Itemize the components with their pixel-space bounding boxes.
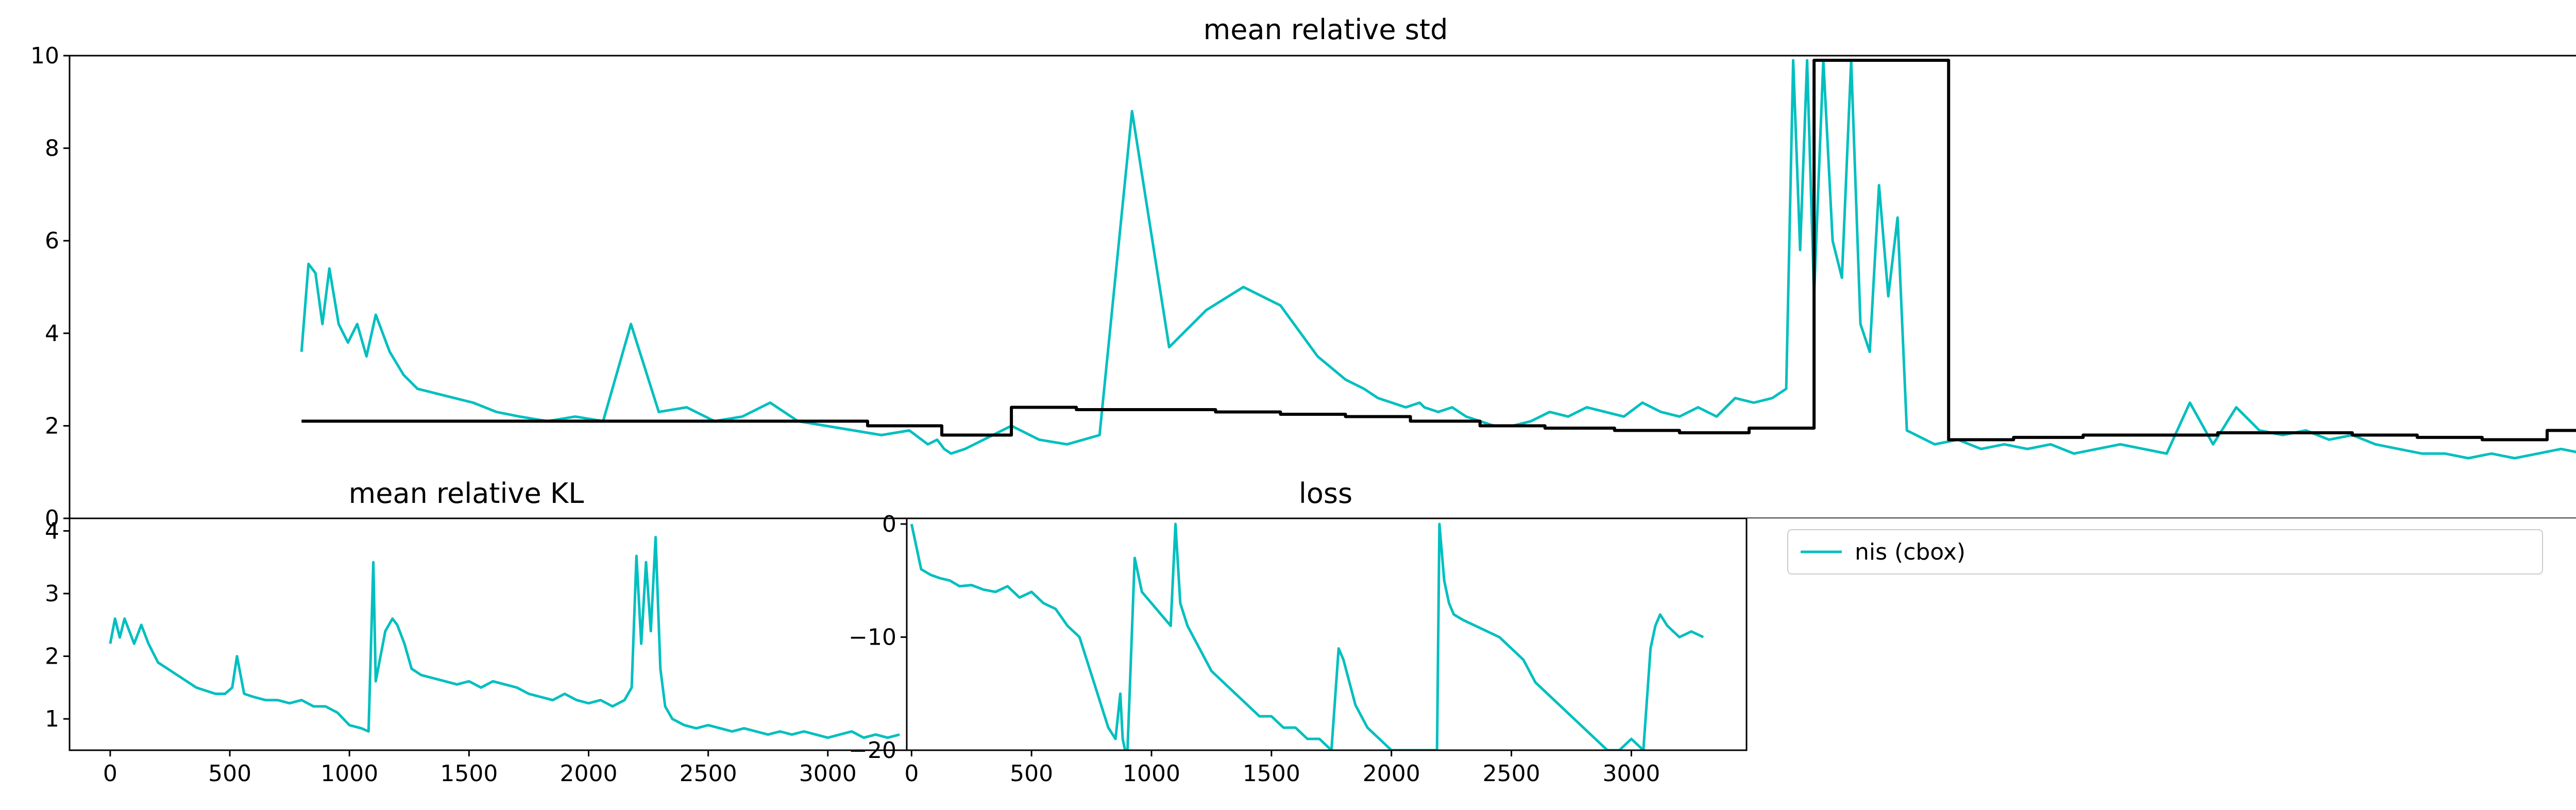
y-tick-label: 1 bbox=[45, 706, 59, 732]
x-tick-label: 1000 bbox=[320, 761, 378, 787]
y-tick-label: −10 bbox=[849, 624, 896, 650]
legend-label: nis (cbox) bbox=[1855, 539, 1965, 565]
y-tick-label: 3 bbox=[45, 581, 59, 607]
y-tick-label: 4 bbox=[45, 320, 59, 347]
y-tick-label: 2 bbox=[45, 413, 59, 439]
y-tick-label: 2 bbox=[45, 644, 59, 670]
x-tick-label: 1000 bbox=[1123, 761, 1180, 787]
legend-panel: nis (cbox) bbox=[1745, 518, 2576, 750]
line-series-0 bbox=[910, 522, 1704, 750]
y-tick-label: −20 bbox=[849, 737, 896, 764]
x-tick-label: 2000 bbox=[560, 761, 618, 787]
line-series-0 bbox=[109, 535, 900, 739]
legend: nis (cbox) bbox=[1787, 529, 2543, 575]
std-y-axis-ticks: 0 2 4 6 8 10 bbox=[30, 43, 70, 532]
y-tick-label: 8 bbox=[45, 136, 59, 162]
x-tick-label: 1500 bbox=[1243, 761, 1300, 787]
x-tick-label: 0 bbox=[904, 761, 919, 787]
std-title: mean relative std bbox=[1204, 13, 1448, 46]
legend-box bbox=[1787, 529, 2543, 575]
x-tick-label: 500 bbox=[1010, 761, 1053, 787]
kl-axis-ticks: 1 2 3 4 0 500 1000 1500 2000 2500 3000 bbox=[45, 518, 857, 787]
y-tick-label: 10 bbox=[30, 43, 59, 69]
x-tick-label: 500 bbox=[208, 761, 251, 787]
x-tick-label: 3000 bbox=[1602, 761, 1660, 787]
x-tick-label: 1500 bbox=[440, 761, 498, 787]
loss-title: loss bbox=[1299, 477, 1352, 510]
loss-axis-ticks: 0 −10 −20 0 500 1000 1500 2000 2500 3000 bbox=[849, 511, 1660, 787]
x-tick-label: 2000 bbox=[1363, 761, 1420, 787]
y-tick-label: 6 bbox=[45, 228, 59, 254]
kl-title: mean relative KL bbox=[349, 477, 584, 510]
step-line-series-1 bbox=[301, 58, 2576, 442]
kl-series bbox=[109, 535, 900, 739]
loss-series bbox=[910, 522, 1704, 750]
x-tick-label: 3000 bbox=[799, 761, 857, 787]
std-panel: mean relative std 0 2 4 6 8 10 bbox=[30, 13, 2576, 532]
std-series bbox=[300, 58, 2576, 460]
x-tick-label: 0 bbox=[103, 761, 117, 787]
y-tick-label: 0 bbox=[882, 511, 896, 537]
line-series-0 bbox=[300, 59, 2576, 460]
x-tick-label: 2500 bbox=[680, 761, 737, 787]
x-tick-label: 2500 bbox=[1483, 761, 1540, 787]
y-tick-label: 4 bbox=[45, 518, 59, 544]
y-tick-label: 0 bbox=[45, 505, 59, 532]
